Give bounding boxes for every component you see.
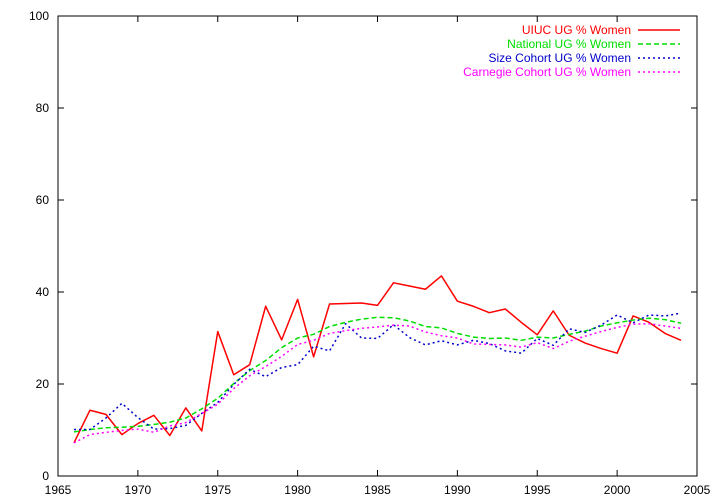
y-tick-label: 60: [36, 193, 50, 207]
legend-label-2: National UG % Women: [507, 37, 631, 51]
series-line-2: [73, 316, 682, 433]
y-tick-label: 0: [42, 469, 49, 483]
y-tick-label: 40: [36, 285, 50, 299]
legend-label-3: Size Cohort UG % Women: [489, 51, 632, 65]
x-tick-label: 1980: [284, 483, 311, 497]
x-tick-label: 2000: [604, 483, 631, 497]
legend-label-1: UIUC UG % Women: [522, 23, 631, 37]
plot-frame: [57, 15, 698, 477]
legend-label-4: Carnegie Cohort UG % Women: [463, 65, 631, 79]
series-line-4: [73, 322, 682, 444]
x-tick-label: 1995: [524, 483, 551, 497]
x-tick-label: 1965: [45, 483, 72, 497]
y-tick-label: 80: [36, 101, 50, 115]
series-line-1: [73, 275, 682, 444]
x-tick-label: 1970: [125, 483, 152, 497]
y-tick-label: 100: [29, 9, 49, 23]
axis-ticks: 1965 1970 1975 1980 1985 1990 1995 2000 2005 0 20 4…: [29, 9, 711, 497]
y-tick-label: 20: [36, 377, 50, 391]
series-lines: [73, 275, 682, 444]
series-line-3: [73, 312, 682, 431]
x-tick-label: 2005: [684, 483, 711, 497]
x-tick-label: 1985: [364, 483, 391, 497]
x-tick-label: 1990: [444, 483, 471, 497]
x-tick-label: 1975: [204, 483, 231, 497]
